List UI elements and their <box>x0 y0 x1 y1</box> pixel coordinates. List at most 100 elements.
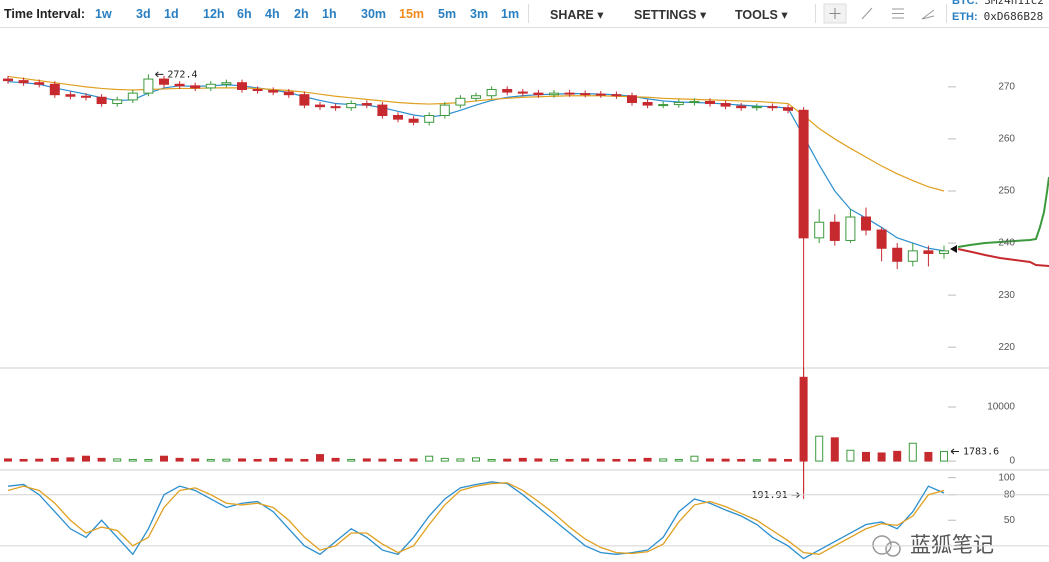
chart: 蓝狐笔记 220 230 240 250 260 270 272.4 191.91 0 10000… <box>0 69 1049 560</box>
candle-body <box>127 92 138 101</box>
candle-body <box>705 100 715 105</box>
caret: ▾ <box>696 8 707 22</box>
y-tick-label: 230 <box>998 290 1015 301</box>
candle-body <box>736 105 747 109</box>
candle-body <box>393 115 403 120</box>
candle-body <box>361 103 372 106</box>
volume-bar <box>191 458 200 462</box>
volume-bar <box>472 457 480 462</box>
candle-body <box>611 94 622 97</box>
donation-address: ETH: 0xD686B28 <box>952 10 1043 23</box>
candle-body <box>205 83 216 89</box>
volume-bar <box>440 457 449 462</box>
interval-button[interactable]: 30m <box>361 7 387 21</box>
volume-bar <box>518 457 527 462</box>
candle-body <box>642 101 653 106</box>
volume-bar <box>128 458 137 462</box>
volume-bar <box>721 458 730 462</box>
menu-button[interactable]: TOOLS ▾ <box>735 7 788 22</box>
interval-label: Time Interval: <box>4 7 86 21</box>
candle-body <box>159 78 169 85</box>
y-tick-label: 50 <box>1004 515 1016 526</box>
candle-body <box>720 103 731 107</box>
candle-body <box>658 104 669 107</box>
volume-bar <box>4 458 12 462</box>
volume-bar <box>799 376 808 462</box>
low-label: 191.91 <box>751 490 787 501</box>
candle-body <box>892 247 903 262</box>
interval-button[interactable]: 3m <box>470 7 489 21</box>
volume-bar <box>487 458 496 462</box>
tool-icons[interactable] <box>822 0 942 27</box>
menu-button[interactable]: SETTINGS ▾ <box>634 7 706 22</box>
volume-bar <box>253 458 262 462</box>
candle-body <box>455 97 466 106</box>
last-volume-label: 1783.6 <box>963 446 999 457</box>
watermark: 蓝狐笔记 <box>872 533 994 557</box>
volume-bar <box>456 458 465 462</box>
volume-bar <box>628 458 636 462</box>
candle-body <box>829 221 840 241</box>
donation-address: BTC: 3Mz4h1ic2 <box>952 0 1044 7</box>
candle-body <box>564 92 575 95</box>
annotation-arrow <box>155 71 164 78</box>
caret: ▾ <box>593 8 604 22</box>
candle-body <box>252 88 263 92</box>
volume-bar <box>737 458 746 462</box>
volume-bar <box>690 455 699 462</box>
y-tick-label: 100 <box>998 472 1015 483</box>
candle-body <box>580 93 591 96</box>
volume-bar <box>35 458 44 462</box>
interval-button[interactable]: 1h <box>322 7 337 21</box>
volume-bar <box>362 458 371 462</box>
interval-button[interactable]: 15m <box>399 7 425 21</box>
candle-body <box>377 104 388 117</box>
interval-button[interactable]: 3d <box>136 7 151 21</box>
menu-button[interactable]: SHARE ▾ <box>550 7 604 22</box>
volume-bar <box>612 458 621 462</box>
address: 0xD686B28 <box>983 10 1044 23</box>
candle-body <box>346 103 357 109</box>
menu-label: TOOLS <box>735 8 778 22</box>
interval-button[interactable]: 2h <box>294 7 309 21</box>
address: 3Mz4h1ic2 <box>984 0 1044 7</box>
volume-bar <box>347 458 356 462</box>
candle-body <box>939 250 949 254</box>
candle-body <box>65 94 76 97</box>
interval-button[interactable]: 6h <box>237 7 252 21</box>
volume-bar <box>581 458 590 462</box>
candle-body <box>814 221 825 239</box>
price-marker <box>950 245 957 253</box>
volume-bar <box>830 437 839 462</box>
volume-bar <box>50 457 59 462</box>
volume-bar <box>877 452 886 462</box>
interval-button[interactable]: 1d <box>164 7 179 21</box>
candle-body <box>861 216 871 231</box>
volume-bar <box>222 458 231 462</box>
interval-button[interactable]: 4h <box>265 7 280 21</box>
candle-body <box>424 115 435 123</box>
candle-body <box>783 107 793 111</box>
interval-button[interactable]: 1m <box>501 7 520 21</box>
interval-button[interactable]: 1w <box>95 7 112 21</box>
candle-body <box>174 83 185 87</box>
y-tick-label: 250 <box>998 186 1015 197</box>
volume-bar <box>534 458 543 462</box>
candle-body <box>923 250 934 254</box>
y-tick-label: 240 <box>998 238 1015 249</box>
volume-bar <box>97 457 106 462</box>
interval-button[interactable]: 5m <box>438 7 457 21</box>
volume-bar <box>378 458 387 462</box>
interval-button[interactable]: 12h <box>203 7 225 21</box>
candle-body <box>673 101 684 106</box>
volume-bar <box>316 454 324 462</box>
depth-asks <box>957 248 1049 267</box>
volume-bar <box>565 458 574 462</box>
candle-body <box>190 85 201 89</box>
volume-bar <box>300 458 309 462</box>
candle-body <box>143 78 154 94</box>
candle-body <box>876 229 887 249</box>
candle-body <box>283 91 294 96</box>
y-tick-label: 220 <box>998 342 1015 353</box>
oscillator-line <box>7 482 945 556</box>
